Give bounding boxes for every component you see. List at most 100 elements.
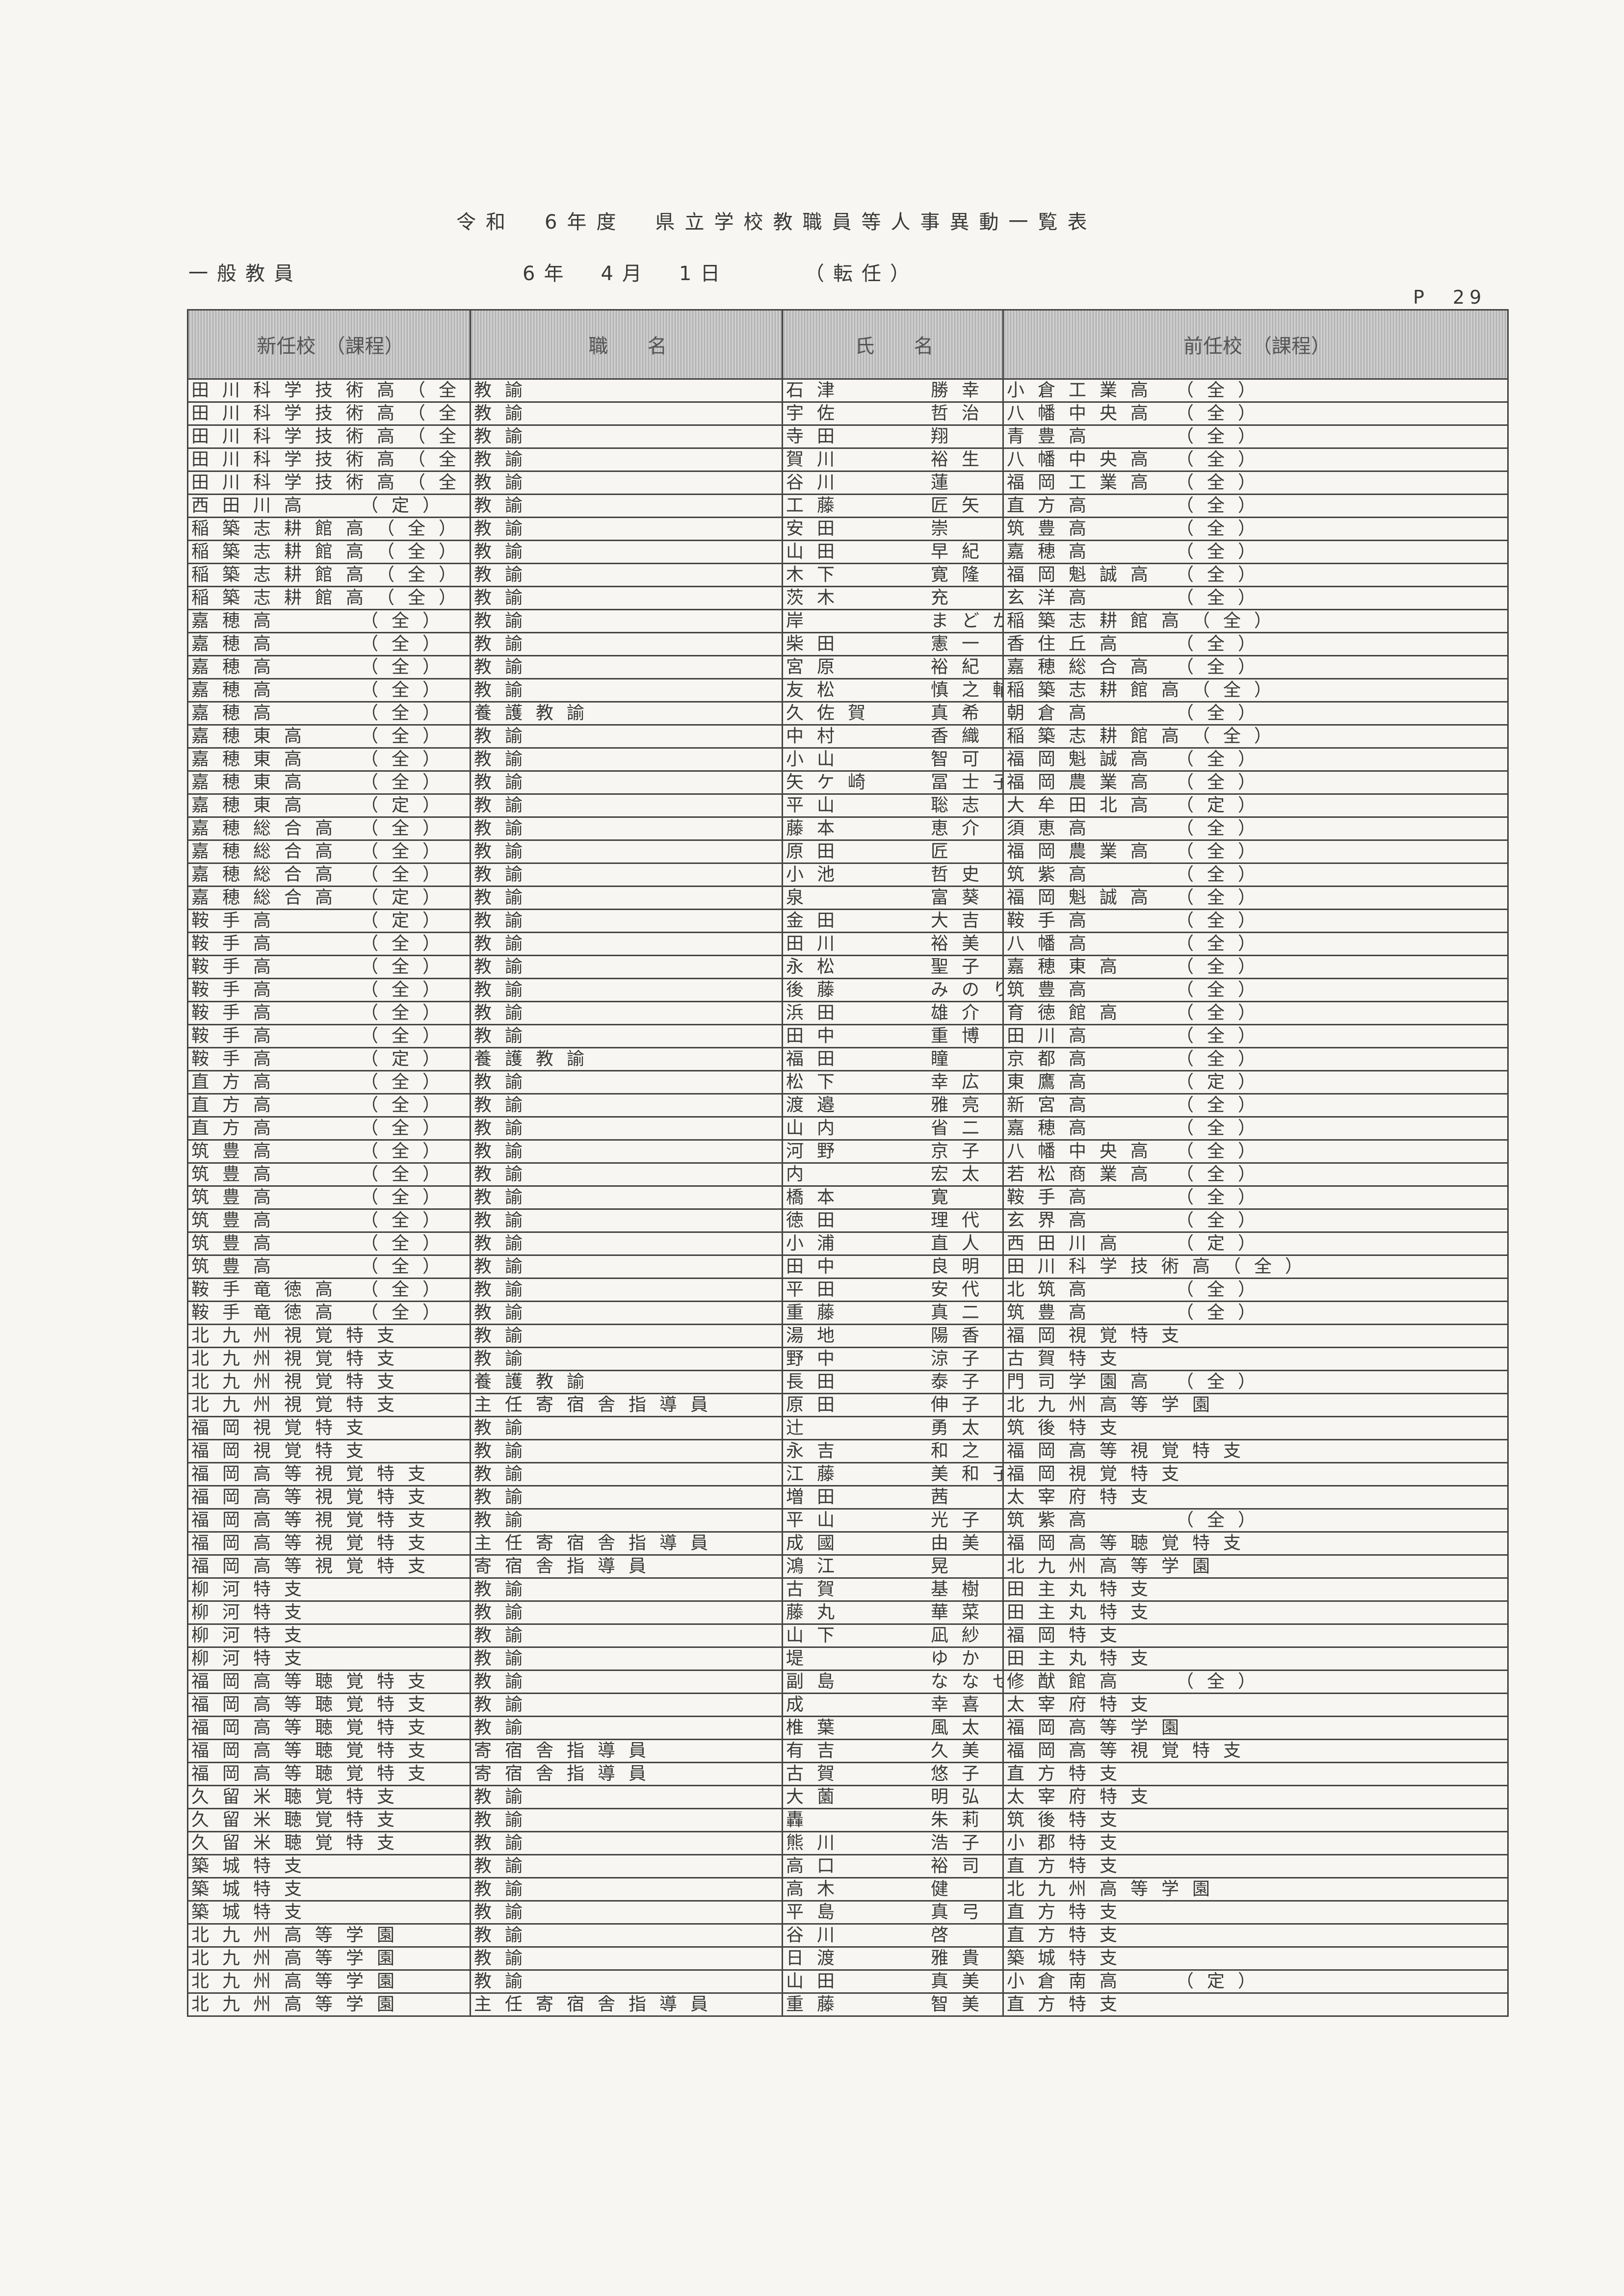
new-school: 築城特支 [191,1902,315,1923]
position-cell: 教諭 [470,655,783,679]
position-cell: 教諭 [470,401,783,426]
previous-school: 東鷹高 [1007,1072,1100,1093]
previous-school-cell: 育徳館高 （全） [1002,1001,1509,1025]
previous-course: （全） [1176,1210,1269,1231]
previous-course: （全） [1176,1187,1269,1208]
new-course: （全） [361,841,454,862]
new-school: 鞍手高 [191,1026,285,1046]
given-name: ななせ [931,1671,1002,1692]
given-name: 真希 [931,703,993,724]
position-cell: 教諭 [470,1416,783,1440]
given-name: 蓮 [931,472,962,493]
new-school-cell: 築城特支 [187,1877,471,1902]
new-school: 田川科学技術高 [191,426,408,447]
new-course: （全） [361,1187,454,1208]
name-cell: 浜田 雄介 [782,1001,1004,1025]
new-school-cell: 久留米聴覚特支 [187,1808,471,1832]
new-school-cell: 北九州視覚特支 [187,1347,471,1371]
previous-course: （全） [1176,565,1269,585]
given-name: 早紀 [931,542,993,562]
previous-course: （全） [1176,472,1269,493]
name-cell: 野中 涼子 [782,1347,1004,1371]
new-school-cell: 嘉穂東高 （全） [187,747,471,772]
previous-school: 玄洋高 [1007,588,1100,608]
new-school: 柳河特支 [191,1602,315,1623]
new-school: 鞍手高 [191,980,285,1000]
new-course: （全） [361,1072,454,1093]
page-number: P 29 [1413,287,1487,308]
new-school: 久留米聴覚特支 [191,1787,408,1807]
previous-course: （全） [1176,1049,1269,1070]
name-cell: 友松 慎之輔 [782,678,1004,703]
table-row: 北九州高等学園 教諭 日渡 雅貴 築城特支 [187,1946,1509,1971]
given-name: 直人 [931,1233,993,1254]
given-name: 智可 [931,749,993,770]
new-school-cell: 筑豊高 （全） [187,1185,471,1210]
previous-school: 福岡魁誠高 [1007,565,1162,585]
given-name: 裕紀 [931,657,993,678]
previous-school-cell: 小郡特支 [1002,1831,1509,1855]
new-course: （全） [361,1279,454,1300]
given-name: 雄介 [931,1003,993,1023]
position-cell: 教諭 [470,932,783,956]
previous-school-cell: 小倉工業高 （全） [1002,378,1509,403]
new-school: 福岡高等聴覚特支 [191,1695,439,1715]
name-cell: 田中 良明 [782,1254,1004,1279]
previous-school: 嘉穂東高 [1007,957,1131,977]
previous-school-cell: 田主丸特支 [1002,1646,1509,1671]
surname: 有吉 [786,1741,848,1761]
surname: 藤丸 [786,1602,848,1623]
name-cell: 山田 早紀 [782,540,1004,564]
new-school: 福岡視覚特支 [191,1418,377,1438]
name-cell: 石津 勝幸 [782,378,1004,403]
surname: 工藤 [786,496,848,516]
name-cell: 永松 聖子 [782,955,1004,979]
given-name: 久美 [931,1741,993,1761]
previous-course: （全） [1176,703,1269,724]
previous-school: 鞍手高 [1007,911,1100,931]
name-cell: 永吉 和之 [782,1439,1004,1463]
previous-school: 嘉穂高 [1007,1118,1100,1139]
previous-school-cell: 福岡工業高 （全） [1002,470,1509,495]
surname: 平山 [786,1510,848,1531]
position-cell: 教諭 [470,1785,783,1809]
new-school: 嘉穂高 [191,680,285,701]
given-name: 健 [931,1879,962,1900]
new-school: 福岡高等視覚特支 [191,1487,439,1508]
new-course: （全） [361,1003,454,1023]
new-school: 北九州高等学園 [191,1971,408,1992]
new-school-cell: 福岡高等視覚特支 [187,1508,471,1533]
table-row: 筑豊高 （全） 教諭 橋本 寛 鞍手高 （全） [187,1185,1509,1210]
given-name: 勝幸 [931,380,993,401]
name-cell: 成 幸喜 [782,1693,1004,1717]
given-name: 憲一 [931,634,993,654]
previous-course: （全） [1176,1372,1269,1392]
surname: 山田 [786,542,848,562]
previous-school-cell: 稲築志耕館高（全） [1002,724,1509,749]
new-school: 田川科学技術高 [191,472,408,493]
position-cell: 寄宿舎指導員 [470,1762,783,1786]
previous-school-cell: 北九州高等学園 [1002,1554,1509,1579]
previous-school: 福岡魁誠高 [1007,749,1162,770]
new-school-cell: 福岡高等聴覚特支 [187,1739,471,1763]
position-cell: 教諭 [470,1324,783,1348]
new-school-cell: 福岡視覚特支 [187,1416,471,1440]
name-cell: 工藤 匠矢 [782,494,1004,518]
new-course: （全） [361,680,454,701]
new-school-cell: 稲築志耕館高（全） [187,517,471,541]
name-cell: 大薗 明弘 [782,1785,1004,1809]
given-name: 充 [931,588,962,608]
previous-school: 筑後特支 [1007,1418,1131,1438]
given-name: 寛 [931,1187,962,1208]
previous-school: 福岡高等視覚特支 [1007,1441,1255,1461]
previous-school-cell: 玄界高 （全） [1002,1208,1509,1233]
given-name: 真弓 [931,1902,993,1923]
table-row: 柳河特支 教諭堤 ゆか 田主丸特支 [187,1646,1509,1671]
position-cell: 教諭 [470,447,783,472]
position-cell: 教諭 [470,678,783,703]
previous-course: （定） [1176,1072,1269,1093]
position-cell: 教諭 [470,955,783,979]
previous-school-cell: 福岡高等視覚特支 [1002,1739,1509,1763]
new-course: （全） [361,703,454,724]
new-school-cell: 嘉穂高 （全） [187,701,471,726]
